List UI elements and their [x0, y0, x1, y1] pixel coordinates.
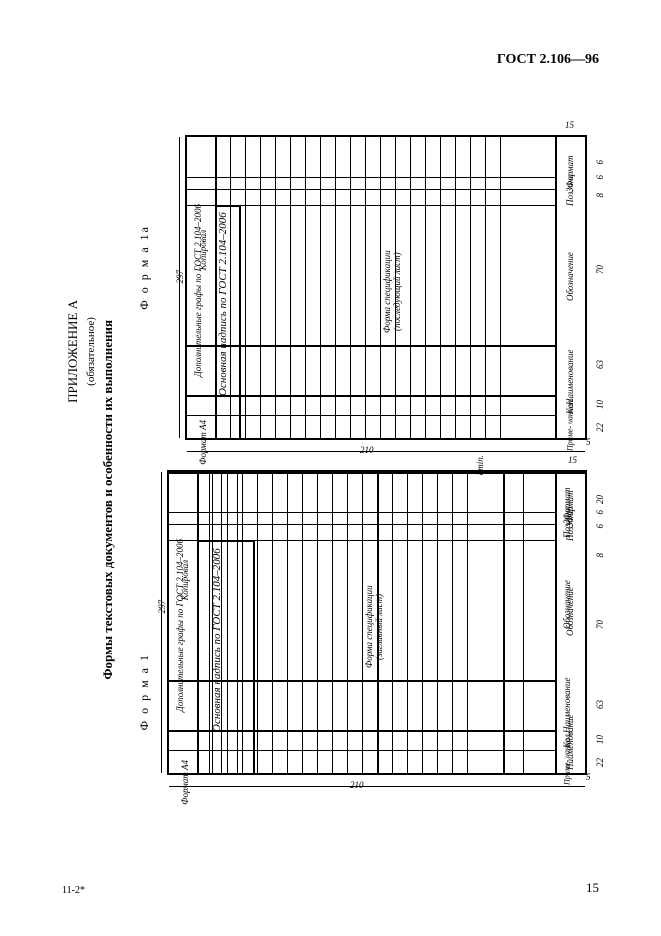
page-number: 15 [586, 880, 599, 896]
col-pos-1a: Поз. [559, 190, 581, 205]
dim-8min-f1: 8min. [475, 455, 485, 475]
dim-297-f1: 297 [157, 600, 167, 614]
dim-10-f1a: 10 [595, 400, 605, 409]
form-1-diagram: Формат Зона Поз. Обозначение Наименовани… [167, 470, 587, 775]
dim-5-f1a: 5 [586, 437, 591, 447]
dim-6-f1: 6 [595, 510, 605, 515]
dim-15-f1: 15 [568, 455, 577, 465]
dim-63-f1: 63 [595, 700, 605, 709]
form-1-titleblock-text: Основная надпись по ГОСТ 2.104–2006 [211, 552, 223, 732]
section-title: Формы текстовых документов и особенности… [100, 320, 116, 680]
dim-8-f1a: 8 [595, 193, 605, 198]
form-1a-copied-note: Копировал [198, 230, 208, 270]
form-1-titleblock-area [197, 540, 255, 775]
spec-note-1a-line-1: Форма спецификации [382, 251, 392, 334]
appendix-heading: ПРИЛОЖЕНИЕ А (обязательное) [64, 300, 100, 403]
spec-note-line-2: (заглавный лист) [374, 594, 384, 660]
dim-210-f1a: 210 [360, 445, 374, 455]
dim-8-f1: 8 [595, 553, 605, 558]
appendix-subtitle: (обязательное) [85, 317, 97, 386]
dim-line-297-f1a [179, 137, 180, 438]
dim-297-f1a: 297 [175, 270, 185, 284]
form-1-label: Ф о р м а 1 [137, 653, 152, 730]
doc-standard-header: ГОСТ 2.106—96 [497, 52, 599, 68]
form-1a-label: Ф о р м а 1а [137, 225, 152, 310]
col-name-f1: Наименование [556, 680, 578, 730]
form-1a-diagram: Основная надпись по ГОСТ 2.104–2006 Форм… [185, 135, 587, 440]
dim-20-f1: 20 [595, 495, 605, 504]
dim-10-f1: 10 [595, 735, 605, 744]
col-note-1a: Приме- чание [559, 417, 581, 439]
dim-line-297-f1 [161, 472, 162, 773]
col-zone-1a: Зона [559, 178, 581, 189]
col-pos-f1: Поз. [556, 522, 578, 537]
dim-line-210-f1a [187, 451, 585, 452]
spec-note-line-1: Форма спецификации [364, 586, 374, 669]
dim-line-210-f1 [169, 786, 585, 787]
form-1-format-note: Формат А4 [180, 760, 190, 805]
col-designation-f1: Обозначение [556, 565, 578, 645]
col-name-1a: Наименование [559, 352, 581, 402]
dim-70-f1: 70 [595, 620, 605, 629]
dim-6b-f1a: 6 [595, 175, 605, 180]
col-designation-1a: Обозначение [559, 237, 581, 317]
form-1-copied-note: Копировал [180, 560, 190, 600]
dim-22-f1: 22 [595, 758, 605, 767]
form-1a-extra-cols-note: Дополнительные графы по ГОСТ 2.104–2006 [193, 177, 203, 377]
dim-6-f1a: 6 [595, 160, 605, 165]
dim-63-f1a: 63 [595, 360, 605, 369]
dim-22-f1a: 22 [595, 423, 605, 432]
form-1a-spec-note: Форма спецификации (последующий лист) [382, 237, 402, 347]
col-zone-f1: Зона [556, 510, 578, 521]
spec-note-1a-line-2: (последующий лист) [392, 253, 402, 332]
dim-70-f1a: 70 [595, 265, 605, 274]
page: ГОСТ 2.106—96 ПРИЛОЖЕНИЕ А (обязательное… [0, 0, 661, 936]
col-note-f1: Приме- чание [556, 752, 578, 772]
dim-5-f1: 5 [586, 772, 591, 782]
dim-210-f1: 210 [350, 780, 364, 790]
appendix-title: ПРИЛОЖЕНИЕ А [65, 300, 80, 403]
dim-15-f1a: 15 [565, 120, 574, 130]
dim-6b-f1: 6 [595, 524, 605, 529]
form-1-extra-cols-note: Дополнительные графы по ГОСТ 2.104–2006 [175, 512, 185, 712]
form-1a-format-note: Формат А4 [198, 420, 208, 465]
form-1a-titleblock-text: Основная надпись по ГОСТ 2.104–2006 [217, 212, 229, 397]
signature-mark: 11-2* [62, 885, 85, 896]
form-1-spec-note: Форма спецификации (заглавный лист) [364, 572, 384, 682]
